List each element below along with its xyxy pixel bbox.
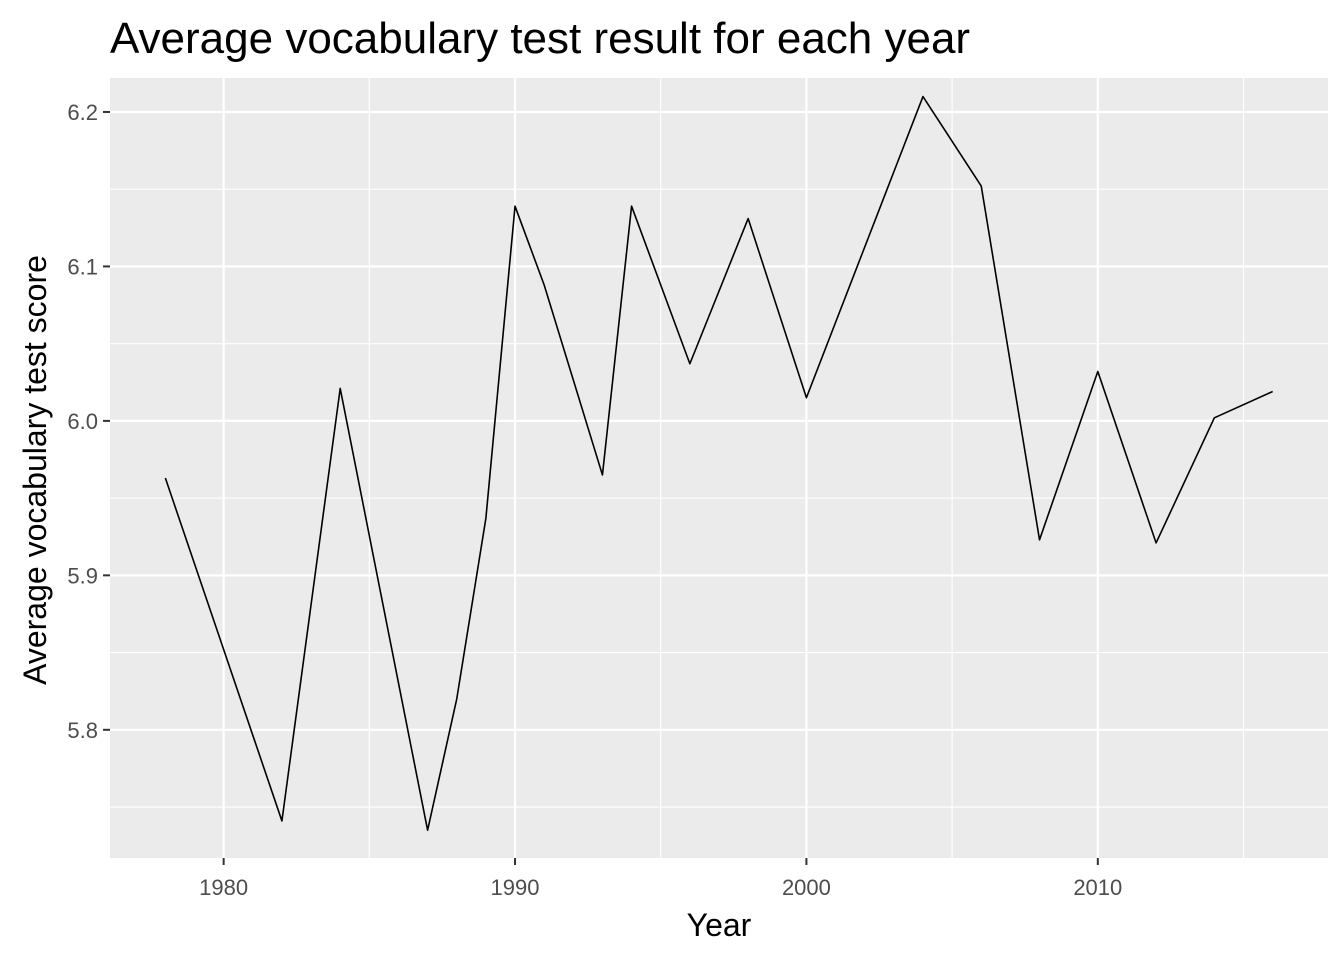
x-axis-title: Year [687,907,752,943]
x-tick-label: 1990 [491,875,540,900]
plot-panel [110,78,1328,858]
major-gridlines [110,78,1328,858]
x-tick-label: 2000 [782,875,831,900]
x-axis-tick-labels: 1980 1990 2000 2010 [199,875,1122,900]
axis-ticks [103,110,1099,865]
series-layer [164,95,1273,832]
y-tick-label: 6.1 [67,254,98,279]
chart-title: Average vocabulary test result for each … [110,14,970,63]
y-axis-title: Average vocabulary test score [17,255,53,685]
y-tick-label: 6.0 [67,409,98,434]
y-tick-label: 5.8 [67,718,98,743]
y-tick-label: 5.9 [67,563,98,588]
y-axis-tick-labels: 5.8 5.9 6.0 6.1 6.2 [67,100,98,743]
x-tick-label: 1980 [199,875,248,900]
minor-gridlines [110,78,1328,858]
y-tick-label: 6.2 [67,100,98,125]
series-line [164,95,1273,832]
x-tick-label: 2010 [1073,875,1122,900]
